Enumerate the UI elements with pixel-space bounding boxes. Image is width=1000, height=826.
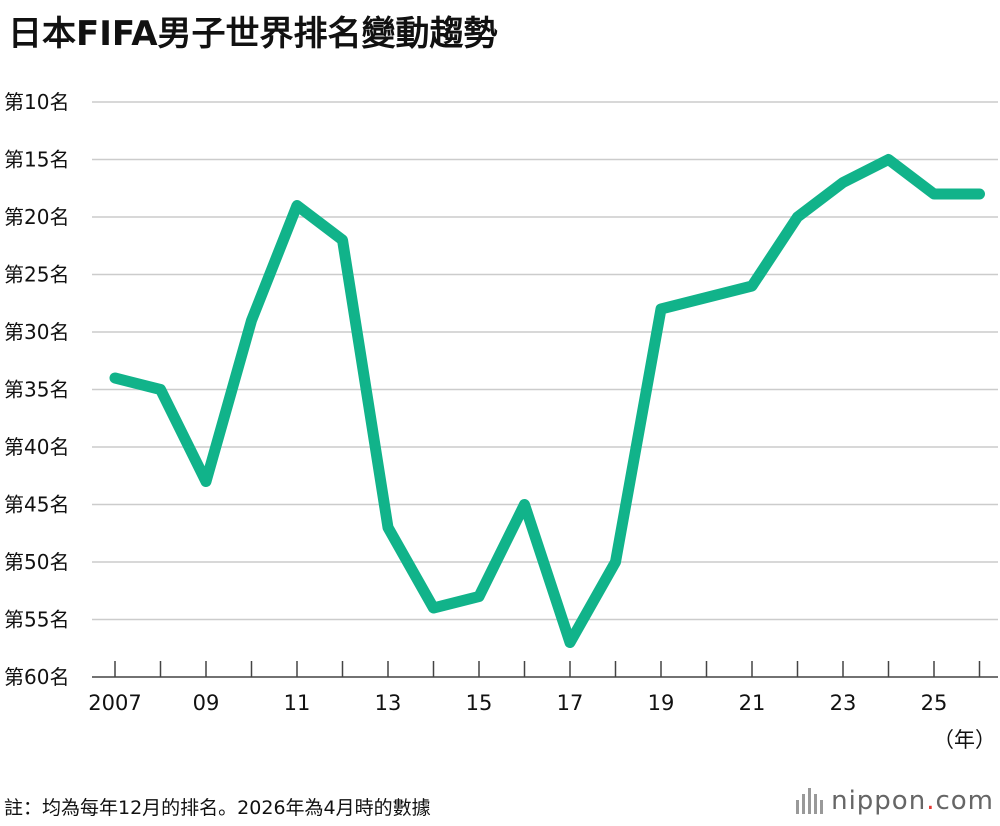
logo-dot: .: [926, 786, 936, 816]
x-tick-label: 21: [739, 691, 766, 715]
y-tick-label: 第15名: [4, 148, 69, 172]
x-tick-label: 11: [284, 691, 311, 715]
logo-text-suffix: com: [935, 786, 994, 816]
x-tick-label: 13: [375, 691, 402, 715]
x-tick-label: 19: [648, 691, 675, 715]
y-tick-label: 第60名: [4, 665, 69, 689]
logo-bars-icon: [796, 788, 824, 814]
logo-text-prefix: nippon: [831, 786, 927, 816]
footnote: 註：均為每年12月的排名。2026年為4月時的數據: [4, 797, 431, 819]
y-tick-label: 第55名: [4, 608, 69, 632]
x-tick-label: 2007: [88, 691, 141, 715]
x-tick-label: 09: [193, 691, 220, 715]
y-tick-label: 第35名: [4, 378, 69, 402]
x-tick-label: 15: [466, 691, 493, 715]
x-tick-label: 25: [921, 691, 948, 715]
y-tick-label: 第25名: [4, 263, 69, 287]
chart-title: 日本FIFA男子世界排名變動趨勢: [8, 14, 498, 54]
x-tick-label: 17: [557, 691, 584, 715]
series-line: [109, 154, 985, 648]
y-tick-label: 第40名: [4, 435, 69, 459]
y-tick-label: 第45名: [4, 493, 69, 517]
x-tick-label: 23: [830, 691, 857, 715]
y-tick-label: 第50名: [4, 550, 69, 574]
y-tick-label: 第30名: [4, 320, 69, 344]
nippon-logo: nippon. com: [796, 786, 994, 816]
y-tick-label: 第20名: [4, 205, 69, 229]
x-axis-unit: （年）: [933, 728, 996, 752]
y-tick-label: 第10名: [4, 90, 69, 114]
